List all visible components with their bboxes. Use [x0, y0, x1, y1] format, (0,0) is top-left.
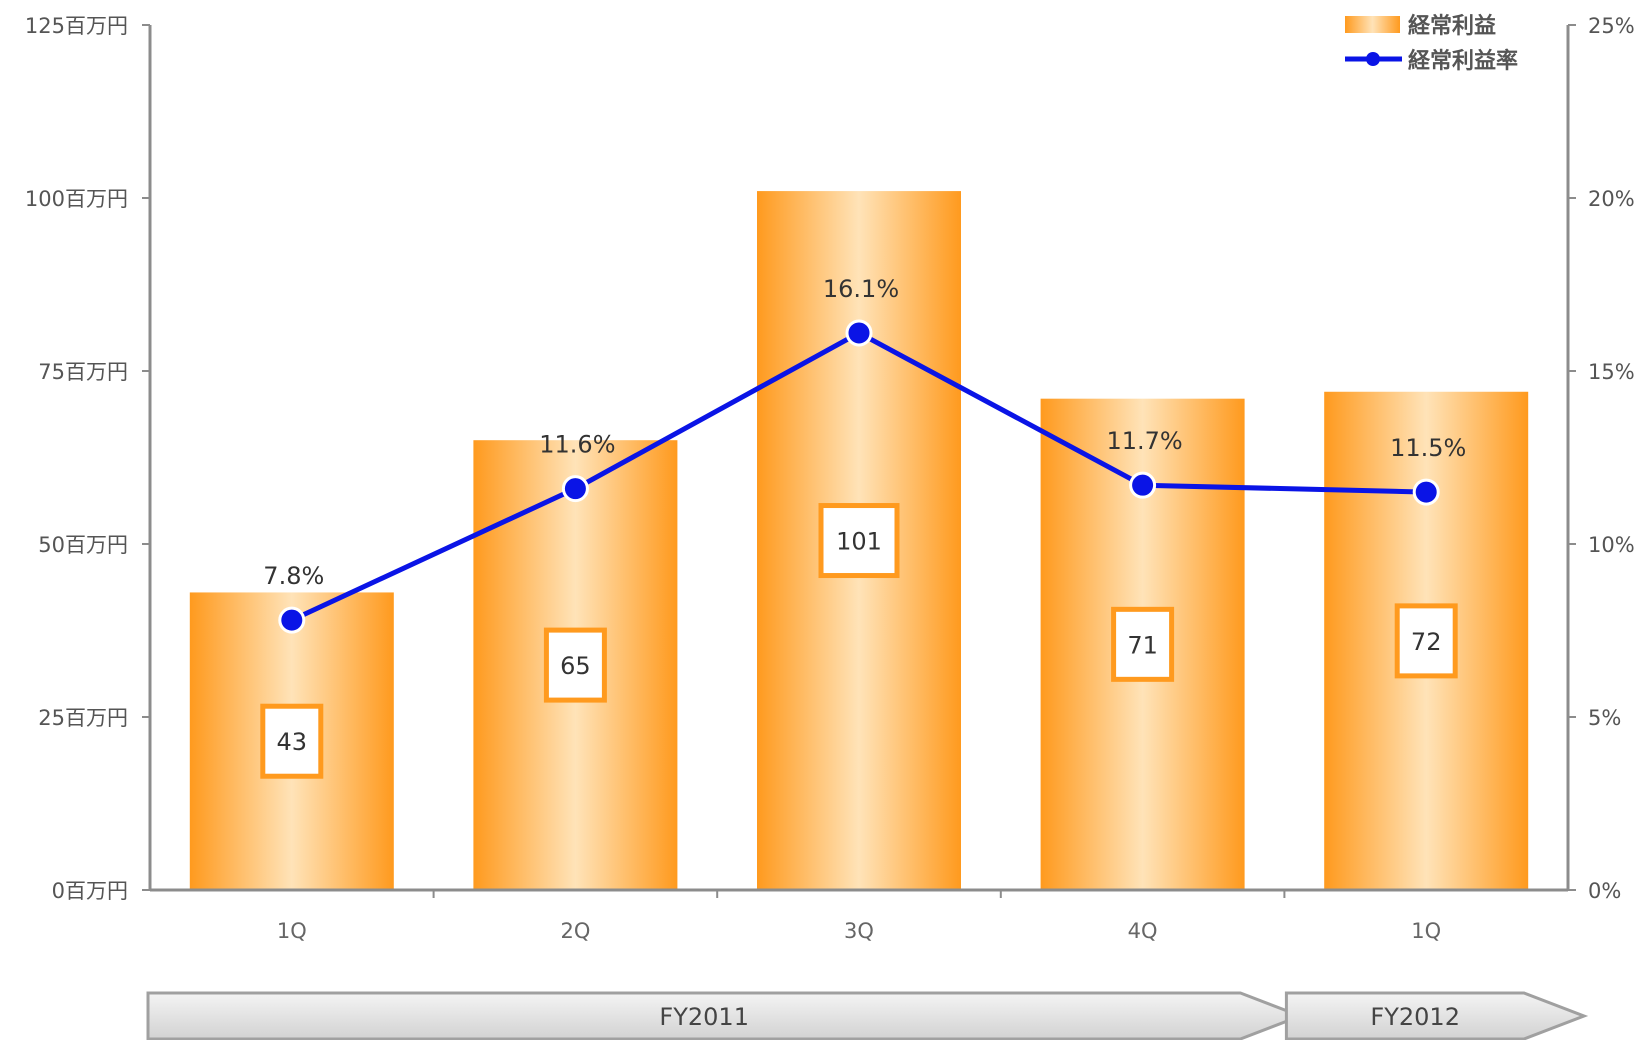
- category-label: 4Q: [1128, 919, 1158, 943]
- line-series: [278, 319, 1440, 634]
- legend-line-label: 経常利益率: [1408, 48, 1518, 74]
- category-label: 3Q: [844, 919, 874, 943]
- x-axis-categories: 1Q 2Q 3Q 4Q 1Q: [277, 919, 1441, 943]
- fiscal-year-arrows: FY2011 FY2012: [146, 991, 1589, 1040]
- y-right-tick-label: 10%: [1588, 533, 1635, 557]
- bar-value-text: 71: [1127, 631, 1158, 659]
- line-point-2: [561, 475, 589, 503]
- fiscal-year-arrow-shape: [1284, 991, 1589, 1040]
- bar-value-label: 72: [1394, 603, 1458, 679]
- y-left-tick-label: 75百万円: [38, 360, 128, 384]
- fiscal-year-arrow-shape: [146, 991, 1305, 1040]
- bar-value-box: [543, 627, 607, 703]
- legend-bar-label: 経常利益: [1408, 13, 1496, 39]
- legend-bar-swatch: [1345, 16, 1400, 33]
- y-left-tick-label: 50百万円: [38, 533, 128, 557]
- bar-value-label: 43: [260, 703, 324, 779]
- line-data-label: 16.1%: [823, 275, 899, 303]
- y-right-tick-label: 5%: [1588, 706, 1621, 730]
- bar-value-box: [1111, 606, 1175, 682]
- y-right-tick-label: 0%: [1588, 879, 1621, 903]
- y-left-tick-label: 125百万円: [25, 14, 128, 38]
- category-label: 1Q: [1411, 919, 1441, 943]
- y-left-tick-label: 0百万円: [52, 879, 128, 903]
- line-data-label: 11.5%: [1390, 434, 1466, 462]
- legend-line-marker: [1366, 52, 1380, 66]
- bar-value-box: [260, 703, 324, 779]
- y-right-tick-label: 15%: [1588, 360, 1635, 384]
- y-left-tick-label: 100百万円: [25, 187, 128, 211]
- bar-value-text: 43: [277, 728, 308, 756]
- bar-value-box: [1394, 603, 1458, 679]
- fiscal-year-label: FY2012: [1370, 1003, 1460, 1031]
- y-right-tick-label: 25%: [1588, 14, 1635, 38]
- y-right-tick-label: 20%: [1588, 187, 1635, 211]
- bar-value-text: 72: [1411, 628, 1442, 656]
- bar-value-label: 71: [1111, 606, 1175, 682]
- legend: 経常利益 経常利益率: [1345, 13, 1518, 74]
- bar-value-text: 101: [836, 528, 882, 556]
- fiscal-year-arrow: FY2012: [1284, 991, 1589, 1040]
- line-point-4: [1129, 471, 1157, 499]
- fiscal-year-arrow: FY2011: [146, 991, 1305, 1040]
- line-point-3: [845, 319, 873, 347]
- line-data-label: 11.7%: [1106, 427, 1182, 455]
- y-left-tick-label: 25百万円: [38, 706, 128, 730]
- data-labels: 7.8% 11.6% 16.1% 11.7% 11.5% 43 65 101 71 72: [260, 275, 1466, 779]
- bar-value-label: 101: [818, 503, 900, 579]
- bar-value-label: 65: [543, 627, 607, 703]
- category-label: 1Q: [277, 919, 307, 943]
- bar-value-box: [818, 503, 900, 579]
- category-label: 2Q: [560, 919, 590, 943]
- chart-axes: 0百万円 25百万円 50百万円 75百万円 100百万円 125百万円 0% 5% 10% 15…: [25, 14, 1635, 903]
- bar-value-text: 65: [560, 652, 591, 680]
- line-data-label: 11.6%: [539, 431, 615, 459]
- line-point-1: [278, 606, 306, 634]
- fiscal-year-label: FY2011: [659, 1003, 749, 1031]
- line-data-label: 7.8%: [263, 562, 324, 590]
- line-point-5: [1412, 478, 1440, 506]
